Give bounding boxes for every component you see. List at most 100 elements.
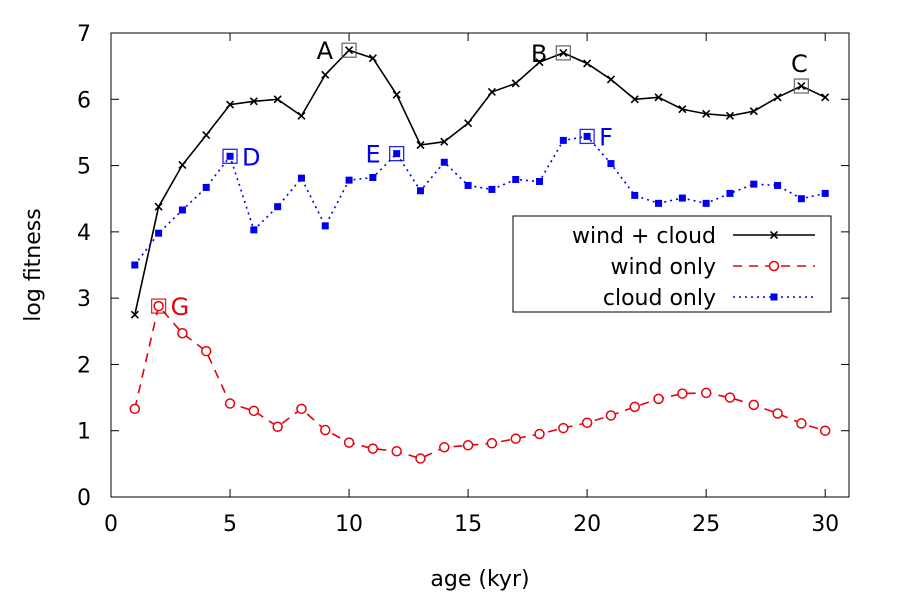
data-point — [154, 202, 163, 211]
data-point — [462, 440, 474, 451]
legend: wind + cloud wind only cloud only — [512, 215, 832, 313]
data-point — [654, 93, 663, 102]
data-point — [821, 93, 830, 102]
x-tick-label: 15 — [454, 512, 482, 537]
annotations: A B C D E F G — [150, 37, 810, 321]
data-point — [536, 177, 544, 185]
data-point — [439, 442, 450, 453]
data-point — [464, 119, 473, 128]
data-point — [724, 392, 736, 403]
data-point — [774, 181, 782, 189]
data-point — [748, 399, 760, 411]
data-point — [583, 132, 591, 140]
annotation-box — [555, 45, 571, 61]
data-point — [321, 70, 330, 79]
data-point — [129, 403, 141, 415]
y-tick-label: 7 — [77, 22, 91, 47]
series-cloud-only — [131, 132, 829, 269]
data-point — [607, 160, 615, 168]
data-point — [367, 443, 379, 454]
data-point — [225, 100, 235, 109]
data-point — [440, 137, 449, 146]
legend-marker — [768, 260, 780, 272]
data-point — [702, 199, 710, 207]
legend-label: wind + cloud — [572, 224, 716, 249]
annotation-box — [222, 148, 238, 164]
data-point — [725, 111, 735, 120]
data-point — [178, 206, 186, 214]
data-point — [796, 418, 807, 429]
x-tick-label: 10 — [335, 512, 363, 537]
data-point — [581, 417, 593, 429]
data-point — [606, 75, 616, 84]
data-point — [297, 111, 306, 120]
data-point — [392, 90, 401, 99]
data-point — [534, 428, 545, 440]
data-point — [797, 81, 806, 91]
data-point — [249, 97, 258, 106]
data-point — [440, 158, 448, 166]
y-tick-label: 4 — [77, 221, 91, 246]
plot-frame — [110, 32, 850, 498]
data-point — [130, 310, 139, 319]
data-point — [512, 175, 520, 183]
data-point — [202, 183, 210, 191]
series-wind-only — [129, 300, 831, 464]
y-axis-label: log fitness — [21, 208, 46, 321]
data-point — [415, 453, 426, 464]
y-tick-label: 6 — [77, 88, 91, 113]
legend-marker — [770, 293, 778, 301]
data-point — [177, 328, 188, 339]
x-tick-label: 25 — [692, 512, 720, 537]
data-point — [224, 398, 236, 409]
annotation-box — [150, 298, 167, 314]
data-point — [416, 187, 424, 195]
annotation-label: B — [531, 40, 547, 68]
data-point — [629, 401, 640, 413]
x-axis-label: age (kyr) — [430, 567, 529, 592]
x-tick-label: 20 — [573, 512, 601, 537]
data-point — [369, 174, 377, 182]
data-point — [605, 410, 617, 421]
y-tick-label: 2 — [77, 353, 91, 378]
x-tick-label: 5 — [223, 512, 237, 537]
data-point — [393, 150, 401, 158]
data-point — [131, 261, 139, 269]
data-point — [486, 438, 498, 449]
annotation-box — [793, 78, 810, 94]
data-point — [226, 152, 234, 160]
data-point — [488, 185, 496, 193]
axes: 0 5 10 15 20 25 30 0 1 2 3 4 5 6 7 — [77, 22, 850, 537]
data-point — [583, 59, 592, 68]
x-tick-label: 30 — [811, 512, 839, 537]
data-point — [749, 107, 758, 116]
legend-marker — [769, 230, 779, 240]
data-point — [655, 199, 663, 207]
data-point — [344, 46, 354, 55]
data-point — [630, 95, 639, 104]
data-point — [678, 105, 687, 114]
data-point — [772, 408, 783, 419]
data-point — [726, 189, 734, 197]
data-point — [702, 109, 711, 118]
data-point — [750, 180, 758, 188]
data-point — [535, 58, 544, 67]
data-point — [559, 48, 568, 57]
series-line — [134, 49, 826, 315]
series-line — [134, 304, 826, 460]
y-tick-label: 0 — [77, 486, 91, 511]
data-point — [487, 87, 496, 97]
data-point — [773, 93, 782, 102]
data-point — [558, 422, 569, 434]
data-point — [510, 433, 521, 444]
data-point — [653, 393, 664, 405]
data-point — [296, 403, 307, 415]
annotation-label: G — [171, 293, 190, 321]
legend-label: wind only — [610, 255, 716, 280]
data-point — [200, 345, 212, 357]
series-group — [129, 46, 831, 464]
data-point — [464, 181, 472, 189]
data-point — [155, 229, 163, 237]
annotation-label: D — [242, 143, 260, 171]
